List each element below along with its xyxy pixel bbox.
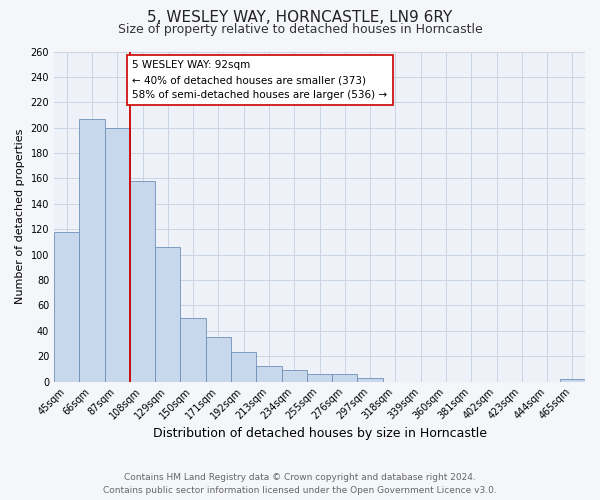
Text: Contains HM Land Registry data © Crown copyright and database right 2024.
Contai: Contains HM Land Registry data © Crown c… xyxy=(103,474,497,495)
Text: Size of property relative to detached houses in Horncastle: Size of property relative to detached ho… xyxy=(118,22,482,36)
Bar xyxy=(307,374,332,382)
Text: 5, WESLEY WAY, HORNCASTLE, LN9 6RY: 5, WESLEY WAY, HORNCASTLE, LN9 6RY xyxy=(148,10,452,25)
Bar xyxy=(104,128,130,382)
Bar xyxy=(560,379,585,382)
Bar xyxy=(79,119,104,382)
Bar xyxy=(256,366,281,382)
Text: 5 WESLEY WAY: 92sqm
← 40% of detached houses are smaller (373)
58% of semi-detac: 5 WESLEY WAY: 92sqm ← 40% of detached ho… xyxy=(133,60,388,100)
Bar xyxy=(231,352,256,382)
Y-axis label: Number of detached properties: Number of detached properties xyxy=(15,129,25,304)
Bar xyxy=(130,181,155,382)
Bar xyxy=(358,378,383,382)
Bar xyxy=(155,247,181,382)
Bar xyxy=(181,318,206,382)
Bar xyxy=(332,374,358,382)
X-axis label: Distribution of detached houses by size in Horncastle: Distribution of detached houses by size … xyxy=(152,427,487,440)
Bar xyxy=(54,232,79,382)
Bar xyxy=(206,337,231,382)
Bar xyxy=(281,370,307,382)
